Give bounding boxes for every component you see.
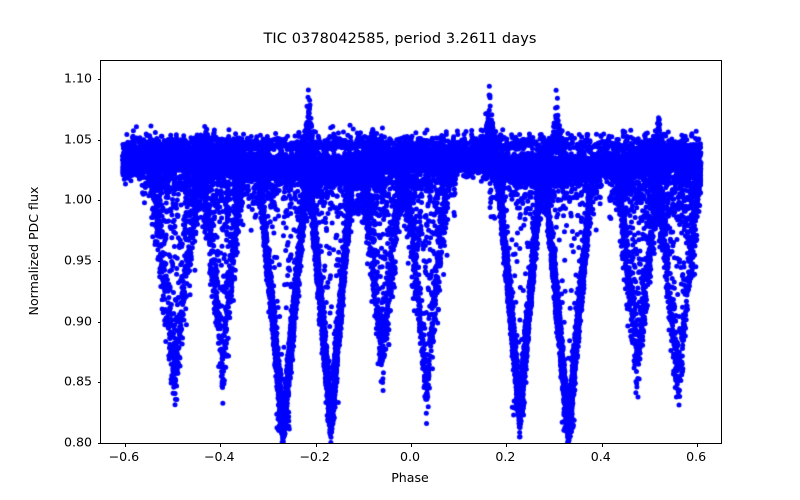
y-tick-mark: [97, 139, 101, 141]
y-tick-mark: [97, 79, 101, 81]
y-tick-label: 0.85: [63, 373, 92, 389]
y-tick-label: 0.80: [63, 434, 92, 450]
x-tick-mark: [124, 443, 126, 447]
x-tick-mark: [411, 443, 412, 447]
x-tick-label: −0.6: [108, 449, 140, 464]
y-tick-mark: [97, 443, 101, 444]
y-tick-label: 1.00: [63, 191, 92, 207]
x-tick-label: 0.2: [495, 449, 516, 464]
x-tick-label: −0.2: [299, 449, 330, 464]
y-tick-label: 0.95: [63, 252, 92, 268]
chart-title: TIC 0378042585, period 3.2611 days: [263, 31, 537, 47]
y-axis-label: Normalized PDC flux: [26, 186, 41, 316]
x-axis-tick-labels: −0.6 −0.4 −0.2 0.0 0.2 0.4 0.6: [100, 449, 720, 467]
y-tick-mark: [97, 200, 101, 202]
scatter-plot-canvas: [101, 61, 721, 443]
y-tick-label: 1.05: [63, 131, 92, 147]
x-tick-mark: [315, 443, 317, 447]
x-tick-label: 0.4: [590, 449, 611, 464]
x-axis-label: Phase: [391, 470, 429, 485]
x-tick-mark: [220, 443, 222, 447]
plot-axes-frame: [97, 60, 722, 447]
x-tick-mark: [601, 443, 603, 447]
x-tick-mark: [697, 443, 699, 447]
y-axis-tick-labels: 0.80 0.85 0.90 0.95 1.00 1.05 1.10: [30, 60, 92, 450]
x-tick-mark: [506, 443, 508, 447]
y-tick-mark: [97, 261, 101, 263]
x-tick-label: −0.4: [203, 449, 235, 464]
y-tick-label: 0.90: [63, 313, 92, 329]
y-tick-label: 1.10: [63, 70, 92, 86]
x-tick-label: 0.0: [399, 449, 421, 464]
y-tick-mark: [97, 382, 101, 384]
y-tick-mark: [97, 321, 101, 323]
x-tick-label: 0.6: [686, 449, 707, 464]
